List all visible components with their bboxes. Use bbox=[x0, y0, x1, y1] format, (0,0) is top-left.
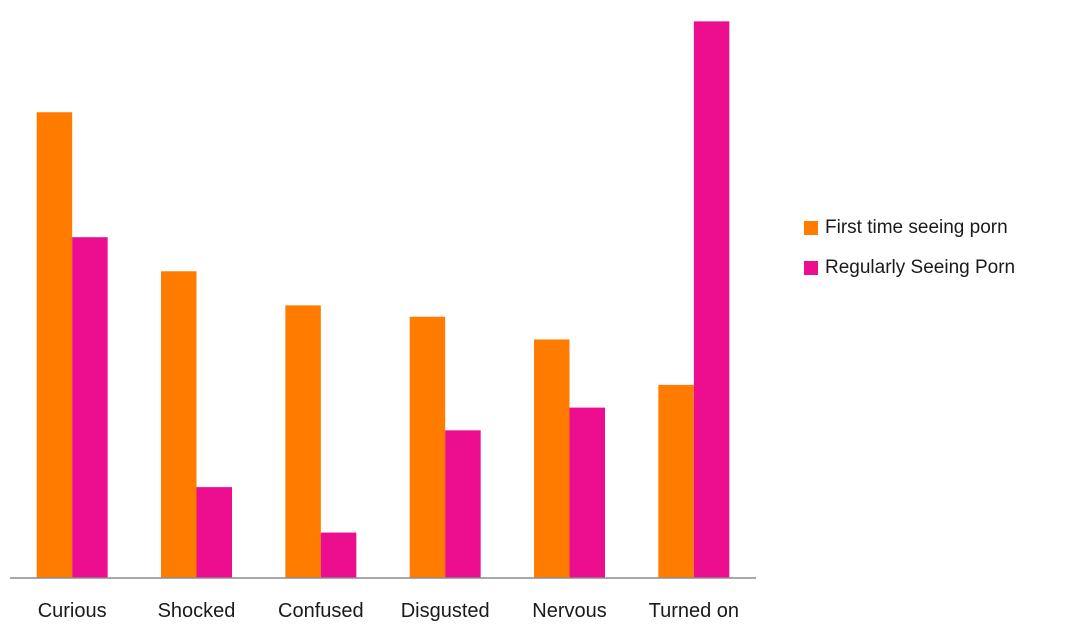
bar-shocked-series-1 bbox=[161, 271, 197, 578]
bar-nervous-series-1 bbox=[534, 339, 570, 578]
bar-shocked-series-2 bbox=[196, 487, 232, 578]
x-tick-label-confused: Confused bbox=[278, 600, 364, 622]
x-tick-label-nervous: Nervous bbox=[532, 600, 606, 622]
bar-confused-series-1 bbox=[285, 305, 321, 578]
legend-swatch-first-time bbox=[804, 221, 818, 235]
legend-label-regularly: Regularly Seeing Porn bbox=[825, 257, 1016, 278]
bar-disgusted-series-2 bbox=[445, 430, 481, 578]
legend-item-regularly: Regularly Seeing Porn bbox=[804, 256, 1015, 280]
bar-curious-series-1 bbox=[36, 112, 73, 579]
legend-item-first-time: First time seeing porn bbox=[804, 216, 1015, 240]
bar-nervous-series-2 bbox=[569, 407, 605, 578]
x-tick-label-shocked: Shocked bbox=[158, 600, 236, 622]
x-tick-label-disgusted: Disgusted bbox=[401, 600, 490, 622]
legend-swatch-regularly bbox=[804, 261, 818, 275]
bars-layer bbox=[36, 21, 730, 579]
bar-turned-on-series-1 bbox=[658, 384, 694, 578]
x-tick-label-curious: Curious bbox=[38, 600, 107, 622]
x-tick-label-turned-on: Turned on bbox=[649, 600, 739, 622]
legend: First time seeing porn Regularly Seeing … bbox=[804, 216, 1015, 296]
bar-curious-series-2 bbox=[72, 237, 108, 578]
bar-disgusted-series-1 bbox=[409, 316, 446, 578]
bar-confused-series-2 bbox=[320, 532, 357, 578]
bar-turned-on-series-2 bbox=[693, 21, 730, 579]
legend-label-first-time: First time seeing porn bbox=[825, 217, 1008, 238]
x-tick-labels: Curious Shocked Confused Disgusted Nervous Tu… bbox=[38, 600, 739, 622]
